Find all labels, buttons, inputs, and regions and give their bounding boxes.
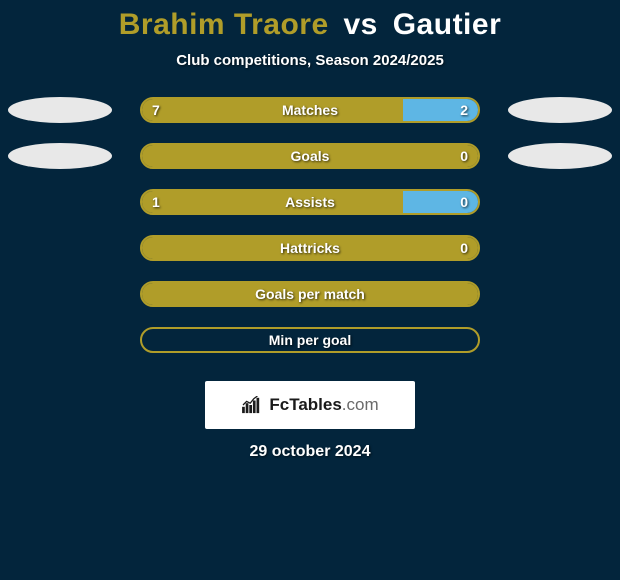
bar-fill-left [142,99,403,121]
decor-ellipse-left [8,97,112,123]
brand-icon [241,396,263,414]
player1-name: Brahim Traore [119,8,329,41]
stat-row: Min per goal [0,327,620,373]
stat-label: Assists [285,194,335,210]
stat-label: Goals [291,148,330,164]
stat-row: Goals per match [0,281,620,327]
brand-text: FcTables.com [269,395,378,415]
stat-value-right: 0 [460,240,468,256]
player2-name: Gautier [393,8,502,41]
stat-value-left: 1 [152,194,160,210]
brand-tables: Tables [289,395,342,414]
stat-row: 0 Hattricks [0,235,620,281]
brand-com: .com [342,395,379,414]
vs-text: vs [344,8,378,41]
bar-fill-left [142,191,403,213]
decor-ellipse-right [508,143,612,169]
stat-bar: 0 Goals [140,143,480,169]
stats-rows: 7 2 Matches 0 Goals 1 0 Assists 0 Hattricks Goals … [0,97,620,373]
brand-badge: FcTables.com [205,381,415,429]
comparison-infographic: Brahim Traore vs Gautier Club competitio… [0,0,620,461]
stat-label: Hattricks [280,240,340,256]
title: Brahim Traore vs Gautier [0,8,620,42]
stat-bar: 0 Hattricks [140,235,480,261]
decor-ellipse-left [8,143,112,169]
stat-value-right: 0 [460,148,468,164]
stat-row: 1 0 Assists [0,189,620,235]
stat-row: 0 Goals [0,143,620,189]
stat-bar: 1 0 Assists [140,189,480,215]
stat-label: Matches [282,102,338,118]
date-text: 29 october 2024 [0,443,620,461]
subtitle: Club competitions, Season 2024/2025 [0,52,620,69]
stat-value-right: 0 [460,194,468,210]
stat-value-right: 2 [460,102,468,118]
stat-bar: 7 2 Matches [140,97,480,123]
stat-label: Min per goal [269,332,351,348]
decor-ellipse-right [508,97,612,123]
stat-row: 7 2 Matches [0,97,620,143]
stat-label: Goals per match [255,286,365,302]
stat-bar: Min per goal [140,327,480,353]
stat-value-left: 7 [152,102,160,118]
stat-bar: Goals per match [140,281,480,307]
brand-fc: Fc [269,395,289,414]
